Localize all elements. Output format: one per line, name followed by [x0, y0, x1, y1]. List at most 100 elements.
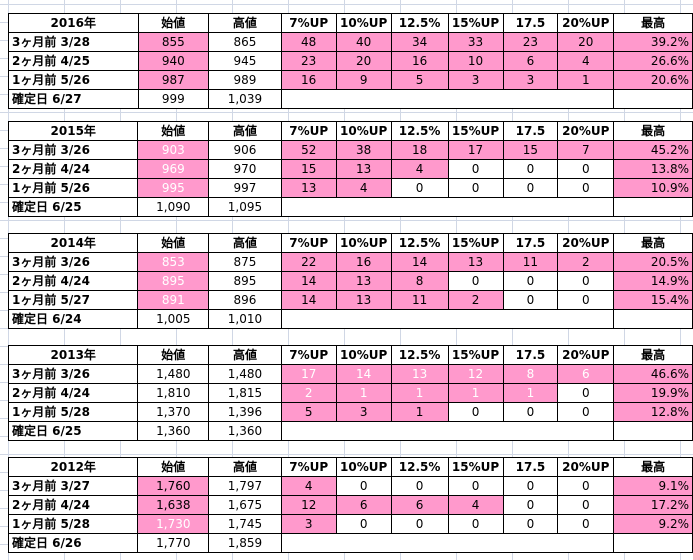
count-20up: 0 — [557, 476, 615, 496]
header-17-5: 17.5 — [502, 121, 559, 141]
count-20up: 0 — [557, 495, 615, 515]
max-cell: 13.8% — [613, 159, 693, 179]
header-row: 2016年 始値 高値 7%UP 10%UP 12.5% 15%UP 17.5 … — [8, 13, 693, 33]
empty-cell — [280, 89, 615, 109]
open-cell: 995 — [137, 178, 210, 198]
high-cell: 945 — [208, 51, 282, 71]
count-10up: 13 — [335, 159, 392, 179]
count-17-5: 0 — [502, 495, 559, 515]
header-20up: 20%UP — [557, 233, 615, 253]
header-17-5: 17.5 — [502, 457, 559, 477]
year-block-2014: 2014年 始値 高値 7%UP 10%UP 12.5% 15%UP 17.5 … — [7, 233, 693, 329]
header-15up: 15%UP — [447, 457, 504, 477]
count-17-5: 1 — [502, 383, 559, 403]
count-10up: 9 — [335, 70, 392, 90]
header-7up: 7%UP — [280, 457, 337, 477]
high-cell: 1,815 — [208, 383, 282, 403]
row-label: 2ヶ月前 4/24 — [7, 271, 139, 291]
header-max: 最高 — [613, 233, 693, 253]
max-cell: 14.9% — [613, 271, 693, 291]
count-17-5: 0 — [502, 178, 559, 198]
count-10up: 40 — [335, 32, 392, 52]
header-high: 高値 — [208, 121, 282, 141]
row-label: 2ヶ月前 4/25 — [8, 51, 139, 71]
header-15up: 15%UP — [447, 121, 504, 141]
year-block-2012: 2012年 始値 高値 7%UP 10%UP 12.5% 15%UP 17.5 … — [7, 457, 693, 553]
year-label: 2013年 — [7, 345, 139, 365]
table-row: 2ヶ月前 4/24 895 895 14 13 8 0 0 0 14.9% — [7, 271, 693, 291]
count-15up: 2 — [447, 290, 504, 310]
count-17-5: 0 — [502, 402, 559, 422]
row-label: 3ヶ月前 3/28 — [8, 32, 139, 52]
header-12-5: 12.5% — [390, 121, 449, 141]
max-cell: 26.6% — [613, 51, 693, 71]
fixed-date-row: 確定日 6/24 1,005 1,010 — [7, 309, 693, 329]
max-cell: 17.2% — [613, 495, 693, 515]
count-7up: 22 — [280, 252, 337, 272]
max-cell: 12.8% — [613, 402, 693, 422]
count-12-5: 6 — [390, 495, 449, 515]
open-cell: 969 — [137, 159, 210, 179]
header-open: 始値 — [137, 345, 210, 365]
header-15up: 15%UP — [447, 13, 504, 33]
table-row: 2ヶ月前 4/24 1,810 1,815 2 1 1 1 1 0 19.9% — [7, 383, 693, 403]
count-20up: 0 — [557, 402, 615, 422]
header-open: 始値 — [137, 457, 210, 477]
fixed-date-row: 確定日 6/26 1,770 1,859 — [7, 533, 693, 553]
header-max: 最高 — [613, 13, 693, 33]
table-row: 3ヶ月前 3/27 1,760 1,797 4 0 0 0 0 0 9.1% — [7, 476, 693, 496]
header-12-5: 12.5% — [390, 457, 449, 477]
row-label: 3ヶ月前 3/26 — [7, 252, 139, 272]
fixed-date-label: 確定日 6/24 — [7, 309, 139, 329]
count-12-5: 13 — [390, 364, 449, 384]
count-7up: 15 — [280, 159, 337, 179]
max-cell: 46.6% — [613, 364, 693, 384]
count-12-5: 0 — [390, 178, 449, 198]
header-row: 2013年 始値 高値 7%UP 10%UP 12.5% 15%UP 17.5 … — [7, 345, 693, 365]
count-12-5: 14 — [390, 252, 449, 272]
high-cell: 895 — [208, 271, 282, 291]
count-12-5: 1 — [390, 383, 449, 403]
max-cell: 19.9% — [613, 383, 693, 403]
count-7up: 16 — [280, 70, 337, 90]
count-20up: 7 — [557, 140, 615, 160]
header-17-5: 17.5 — [502, 345, 559, 365]
empty-cell — [280, 197, 615, 217]
high-cell: 1,745 — [208, 514, 282, 534]
max-cell: 20.5% — [613, 252, 693, 272]
row-label: 1ヶ月前 5/26 — [7, 178, 139, 198]
high-cell: 997 — [208, 178, 282, 198]
header-high: 高値 — [208, 13, 282, 33]
header-10up: 10%UP — [335, 345, 392, 365]
count-7up: 23 — [280, 51, 337, 71]
count-15up: 13 — [447, 252, 504, 272]
empty-cell — [613, 197, 693, 217]
count-12-5: 0 — [390, 476, 449, 496]
high-cell: 875 — [208, 252, 282, 272]
empty-cell — [613, 309, 693, 329]
fixed-date-label: 確定日 6/27 — [8, 89, 139, 109]
high-cell: 989 — [208, 70, 282, 90]
count-17-5: 15 — [502, 140, 559, 160]
max-cell: 45.2% — [613, 140, 693, 160]
header-open: 始値 — [137, 121, 210, 141]
high-cell: 906 — [208, 140, 282, 160]
high-cell: 1,797 — [208, 476, 282, 496]
max-cell: 39.2% — [613, 32, 693, 52]
count-20up: 0 — [557, 271, 615, 291]
header-12-5: 12.5% — [390, 345, 449, 365]
open-cell: 1,638 — [137, 495, 210, 515]
max-cell: 9.2% — [613, 514, 693, 534]
count-10up: 13 — [335, 290, 392, 310]
header-10up: 10%UP — [335, 121, 392, 141]
table-row: 3ヶ月前 3/28 855 865 48 40 34 33 23 20 39.2… — [8, 32, 693, 52]
row-label: 1ヶ月前 5/27 — [7, 290, 139, 310]
count-7up: 12 — [280, 495, 337, 515]
count-12-5: 34 — [390, 32, 449, 52]
header-high: 高値 — [208, 345, 282, 365]
row-label: 1ヶ月前 5/26 — [8, 70, 139, 90]
row-label: 2ヶ月前 4/24 — [7, 495, 139, 515]
count-10up: 3 — [335, 402, 392, 422]
max-cell: 15.4% — [613, 290, 693, 310]
